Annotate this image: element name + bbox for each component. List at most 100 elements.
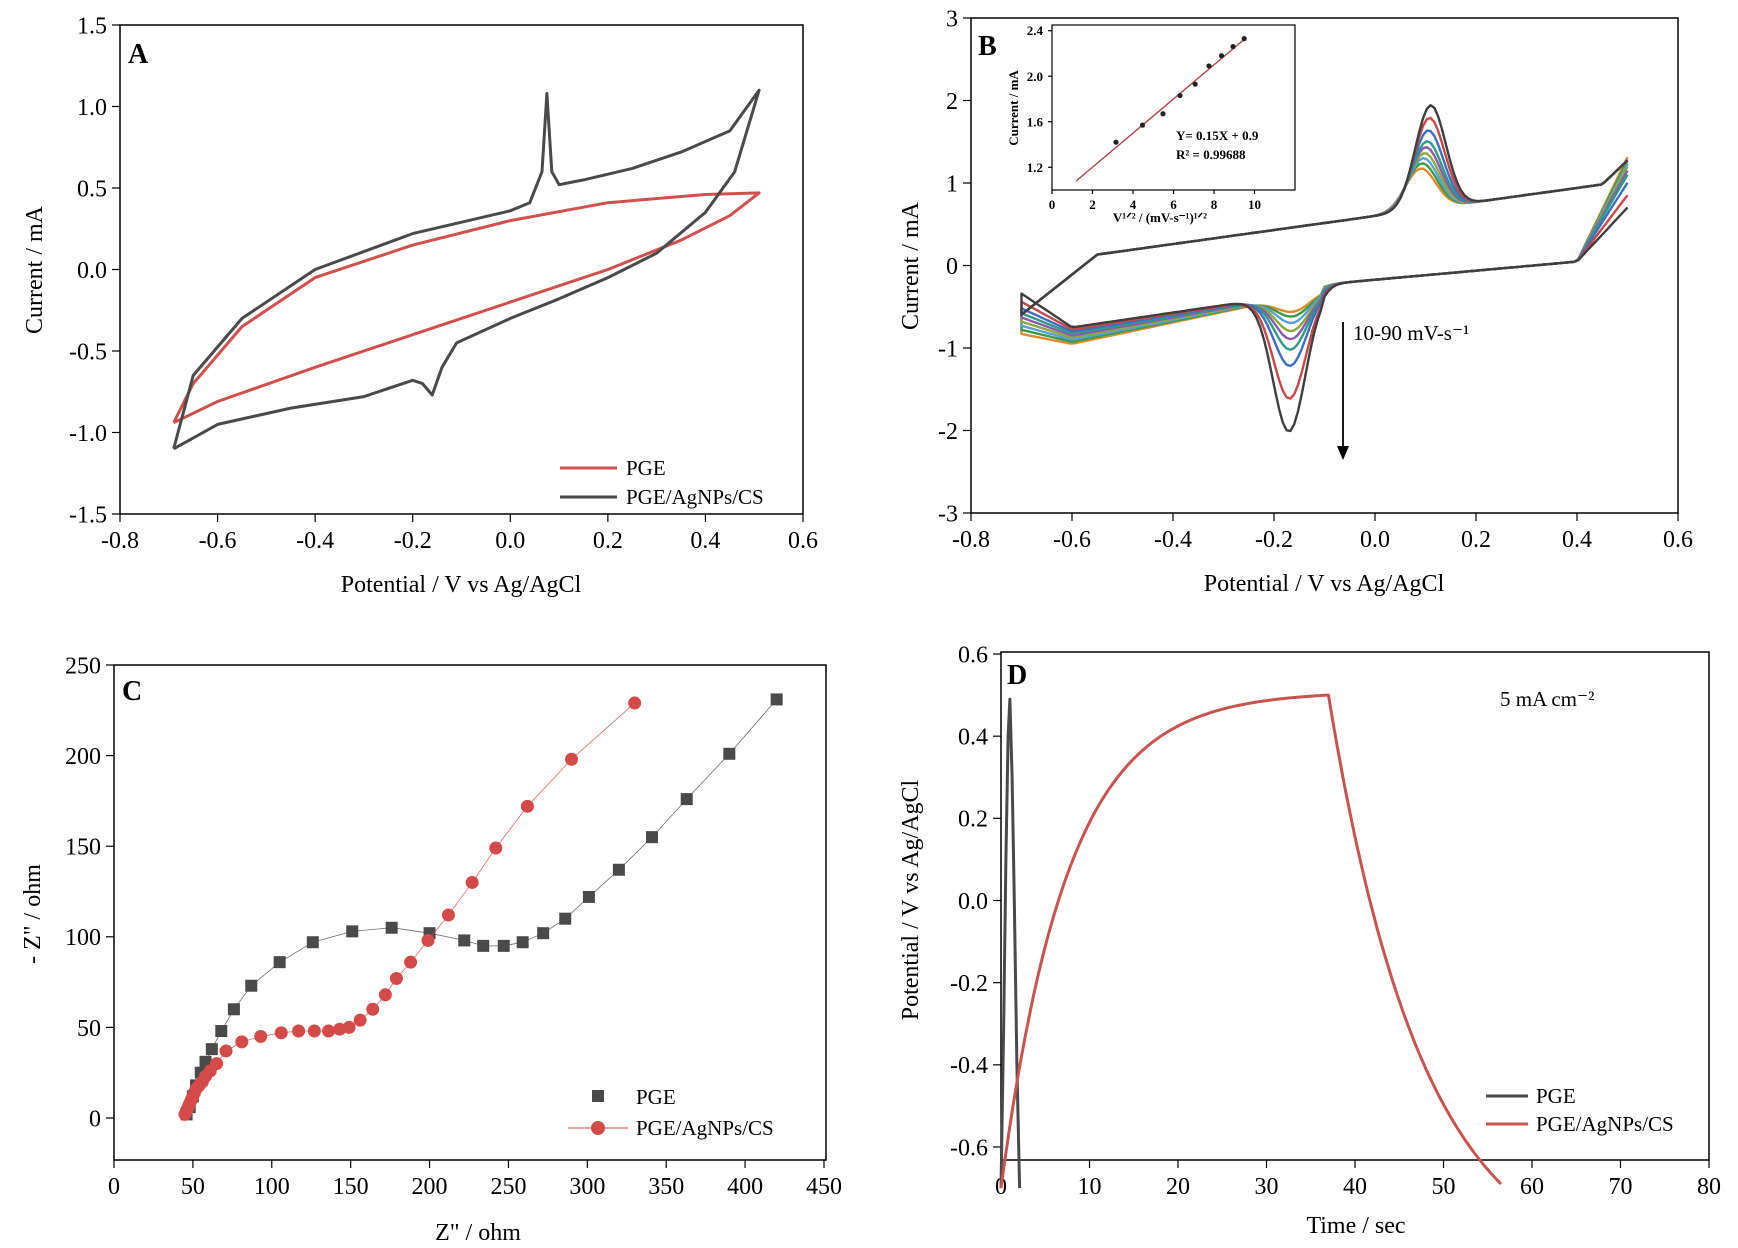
panel-c-legend-label-agnps: PGE/AgNPs/CS bbox=[636, 1116, 774, 1140]
panel-d-series-1-line bbox=[999, 693, 1503, 1189]
panel-c-pge-point bbox=[680, 793, 693, 806]
panel-c-pge-point bbox=[458, 934, 471, 947]
panel-c-ytick-label: 100 bbox=[65, 925, 101, 951]
panel-c-ytick-label: 0 bbox=[89, 1106, 101, 1132]
panel-c-pge-point bbox=[582, 890, 595, 903]
panel-a-legend: PGE PGE/AgNPs/CS bbox=[560, 456, 764, 509]
panel-b-xtick-label: -0.8 bbox=[952, 527, 990, 553]
panel-a-ytick-label: -0.5 bbox=[69, 339, 107, 365]
panel-c-pge-point bbox=[559, 912, 572, 925]
inset-point bbox=[1192, 81, 1198, 87]
panel-c-legend: PGE PGE/AgNPs/CS bbox=[568, 1085, 774, 1140]
panel-a-legend-label-agnps: PGE/AgNPs/CS bbox=[626, 485, 764, 509]
panel-d-tag: D bbox=[1007, 660, 1027, 691]
inset-ylabel: Current / mA bbox=[1006, 70, 1021, 146]
panel-c: 0 50 100 150 200 250 300 350 400 450 0 50 100 150 200 2… bbox=[20, 653, 842, 1246]
panel-a-series-0-line bbox=[172, 191, 761, 425]
panel-c-pge-point bbox=[346, 925, 359, 938]
panel-c-pge-point bbox=[646, 831, 659, 844]
panel-d-annotation: 5 mA cm⁻² bbox=[1500, 687, 1594, 711]
inset-xtick-label: 0 bbox=[1049, 197, 1056, 212]
panel-c-ytick-label: 150 bbox=[65, 835, 101, 861]
panel-c-pge-point bbox=[385, 921, 398, 934]
panel-c-agnps-point bbox=[254, 1029, 268, 1043]
inset-point bbox=[1241, 36, 1247, 42]
panel-c-agnps-point bbox=[404, 955, 418, 969]
panel-d-xtick-label: 80 bbox=[1697, 1174, 1721, 1200]
panel-a-ytick-label: -1.5 bbox=[69, 502, 107, 528]
panel-a-ylabel: Current / mA bbox=[22, 205, 48, 334]
panel-a-ytick-label: 1.0 bbox=[77, 95, 107, 121]
panel-c-agnps-point bbox=[366, 1002, 380, 1016]
panel-d-ytick-label: 0.2 bbox=[958, 807, 988, 833]
panel-d-xtick-label: 50 bbox=[1432, 1174, 1456, 1200]
panel-c-agnps-point bbox=[210, 1057, 224, 1071]
inset-fit-line bbox=[1075, 36, 1247, 182]
panel-c-pge-point bbox=[227, 1003, 240, 1016]
inset-point bbox=[1218, 53, 1225, 59]
panel-b-series-0-line bbox=[1020, 104, 1629, 433]
panel-c-pge-point bbox=[306, 936, 319, 949]
panel-b-axis-ticks: -0.8 -0.6 -0.4 -0.2 0.0 0.2 0.4 0.6 -3 -2 -1 0 1 2 3 bbox=[938, 6, 1693, 553]
panel-a-xtick-label: -0.4 bbox=[296, 528, 334, 554]
inset-ytick-label: 1.2 bbox=[1027, 160, 1043, 175]
inset-point bbox=[1113, 139, 1119, 145]
panel-a-xtick-label: -0.8 bbox=[101, 528, 139, 554]
panel-d-xtick-label: 20 bbox=[1166, 1174, 1190, 1200]
panel-d-ylabel: Potential / V vs Ag/AgCl bbox=[898, 779, 924, 1020]
panel-b-xtick-label: -0.2 bbox=[1255, 527, 1293, 553]
panel-d-xtick-label: 40 bbox=[1343, 1174, 1367, 1200]
panel-a-series-1-line bbox=[172, 88, 761, 451]
panel-d-xtick-label: 10 bbox=[1078, 1174, 1102, 1200]
panel-a-xtick-label: -0.2 bbox=[394, 528, 432, 554]
panel-b-xtick-label: 0.4 bbox=[1562, 527, 1592, 553]
panel-c-pge-point bbox=[205, 1043, 218, 1056]
panel-c-agnps-point bbox=[565, 752, 579, 766]
inset-ytick-label: 2.4 bbox=[1027, 23, 1044, 38]
inset-point bbox=[1206, 63, 1212, 69]
panel-c-xtick-label: 200 bbox=[412, 1174, 448, 1200]
panel-c-ylabel: - Z" / ohm bbox=[20, 864, 46, 964]
panel-c-pge-point bbox=[245, 979, 258, 992]
panel-d-xtick-label: 30 bbox=[1255, 1174, 1279, 1200]
panel-d-series bbox=[999, 693, 1503, 1189]
panel-a-frame bbox=[119, 24, 804, 515]
panel-c-xtick-label: 50 bbox=[181, 1174, 205, 1200]
panel-c-ytick-label: 50 bbox=[77, 1016, 101, 1042]
panel-c-agnps-point bbox=[342, 1020, 356, 1034]
panel-b-ytick-label: -2 bbox=[938, 419, 958, 445]
panel-c-tag: C bbox=[122, 676, 142, 707]
panel-b-ytick-label: -3 bbox=[938, 501, 958, 527]
panel-b-ytick-label: 1 bbox=[946, 171, 958, 197]
panel-d: 0 10 20 30 40 50 60 70 80-0.6-0.4-0.20.00.20.40.… bbox=[898, 642, 1721, 1239]
panel-a-xtick-label: 0.4 bbox=[690, 528, 720, 554]
panel-a-legend-label-pge: PGE bbox=[626, 456, 666, 480]
panel-c-frame bbox=[113, 664, 827, 1161]
panel-d-series-0-line bbox=[999, 697, 1022, 1189]
panel-c-pge-point bbox=[612, 863, 625, 876]
panel-a-series bbox=[172, 88, 761, 451]
inset-ytick-label: 1.6 bbox=[1027, 114, 1044, 129]
panel-a-xtick-label: 0.6 bbox=[788, 528, 818, 554]
panel-b-inset: 0 2 4 6 8 10 1.2 1.6 2.0 2.4 Y= 0.15X + 0.9 R² = … bbox=[1006, 23, 1296, 225]
inset-xtick-label: 8 bbox=[1211, 197, 1218, 212]
panel-b: -0.8 -0.6 -0.4 -0.2 0.0 0.2 0.4 0.6 -3 -2 -1 0 1 2 3 B… bbox=[898, 6, 1693, 597]
panel-c-xtick-label: 0 bbox=[108, 1174, 120, 1200]
panel-c-ytick-label: 250 bbox=[65, 653, 101, 679]
panel-c-xtick-label: 400 bbox=[727, 1174, 763, 1200]
inset-frame bbox=[1051, 24, 1296, 191]
panel-a-ytick-label: -1.0 bbox=[69, 421, 107, 447]
panel-d-legend: PGE PGE/AgNPs/CS bbox=[1486, 1084, 1674, 1136]
panel-c-series bbox=[178, 693, 783, 1121]
panel-d-ytick-label: -0.6 bbox=[950, 1135, 988, 1161]
panel-b-ytick-label: 0 bbox=[946, 254, 958, 280]
panel-a-xtick-label: 0.2 bbox=[593, 528, 623, 554]
panel-c-agnps-point bbox=[378, 988, 392, 1002]
inset-point bbox=[1139, 122, 1146, 128]
panel-a-xlabel: Potential / V vs Ag/AgCl bbox=[341, 572, 582, 598]
panel-c-agnps-point bbox=[628, 696, 642, 710]
inset-xtick-label: 4 bbox=[1130, 197, 1137, 212]
panel-b-xtick-label: 0.0 bbox=[1360, 527, 1390, 553]
panel-b-series bbox=[1020, 104, 1629, 433]
